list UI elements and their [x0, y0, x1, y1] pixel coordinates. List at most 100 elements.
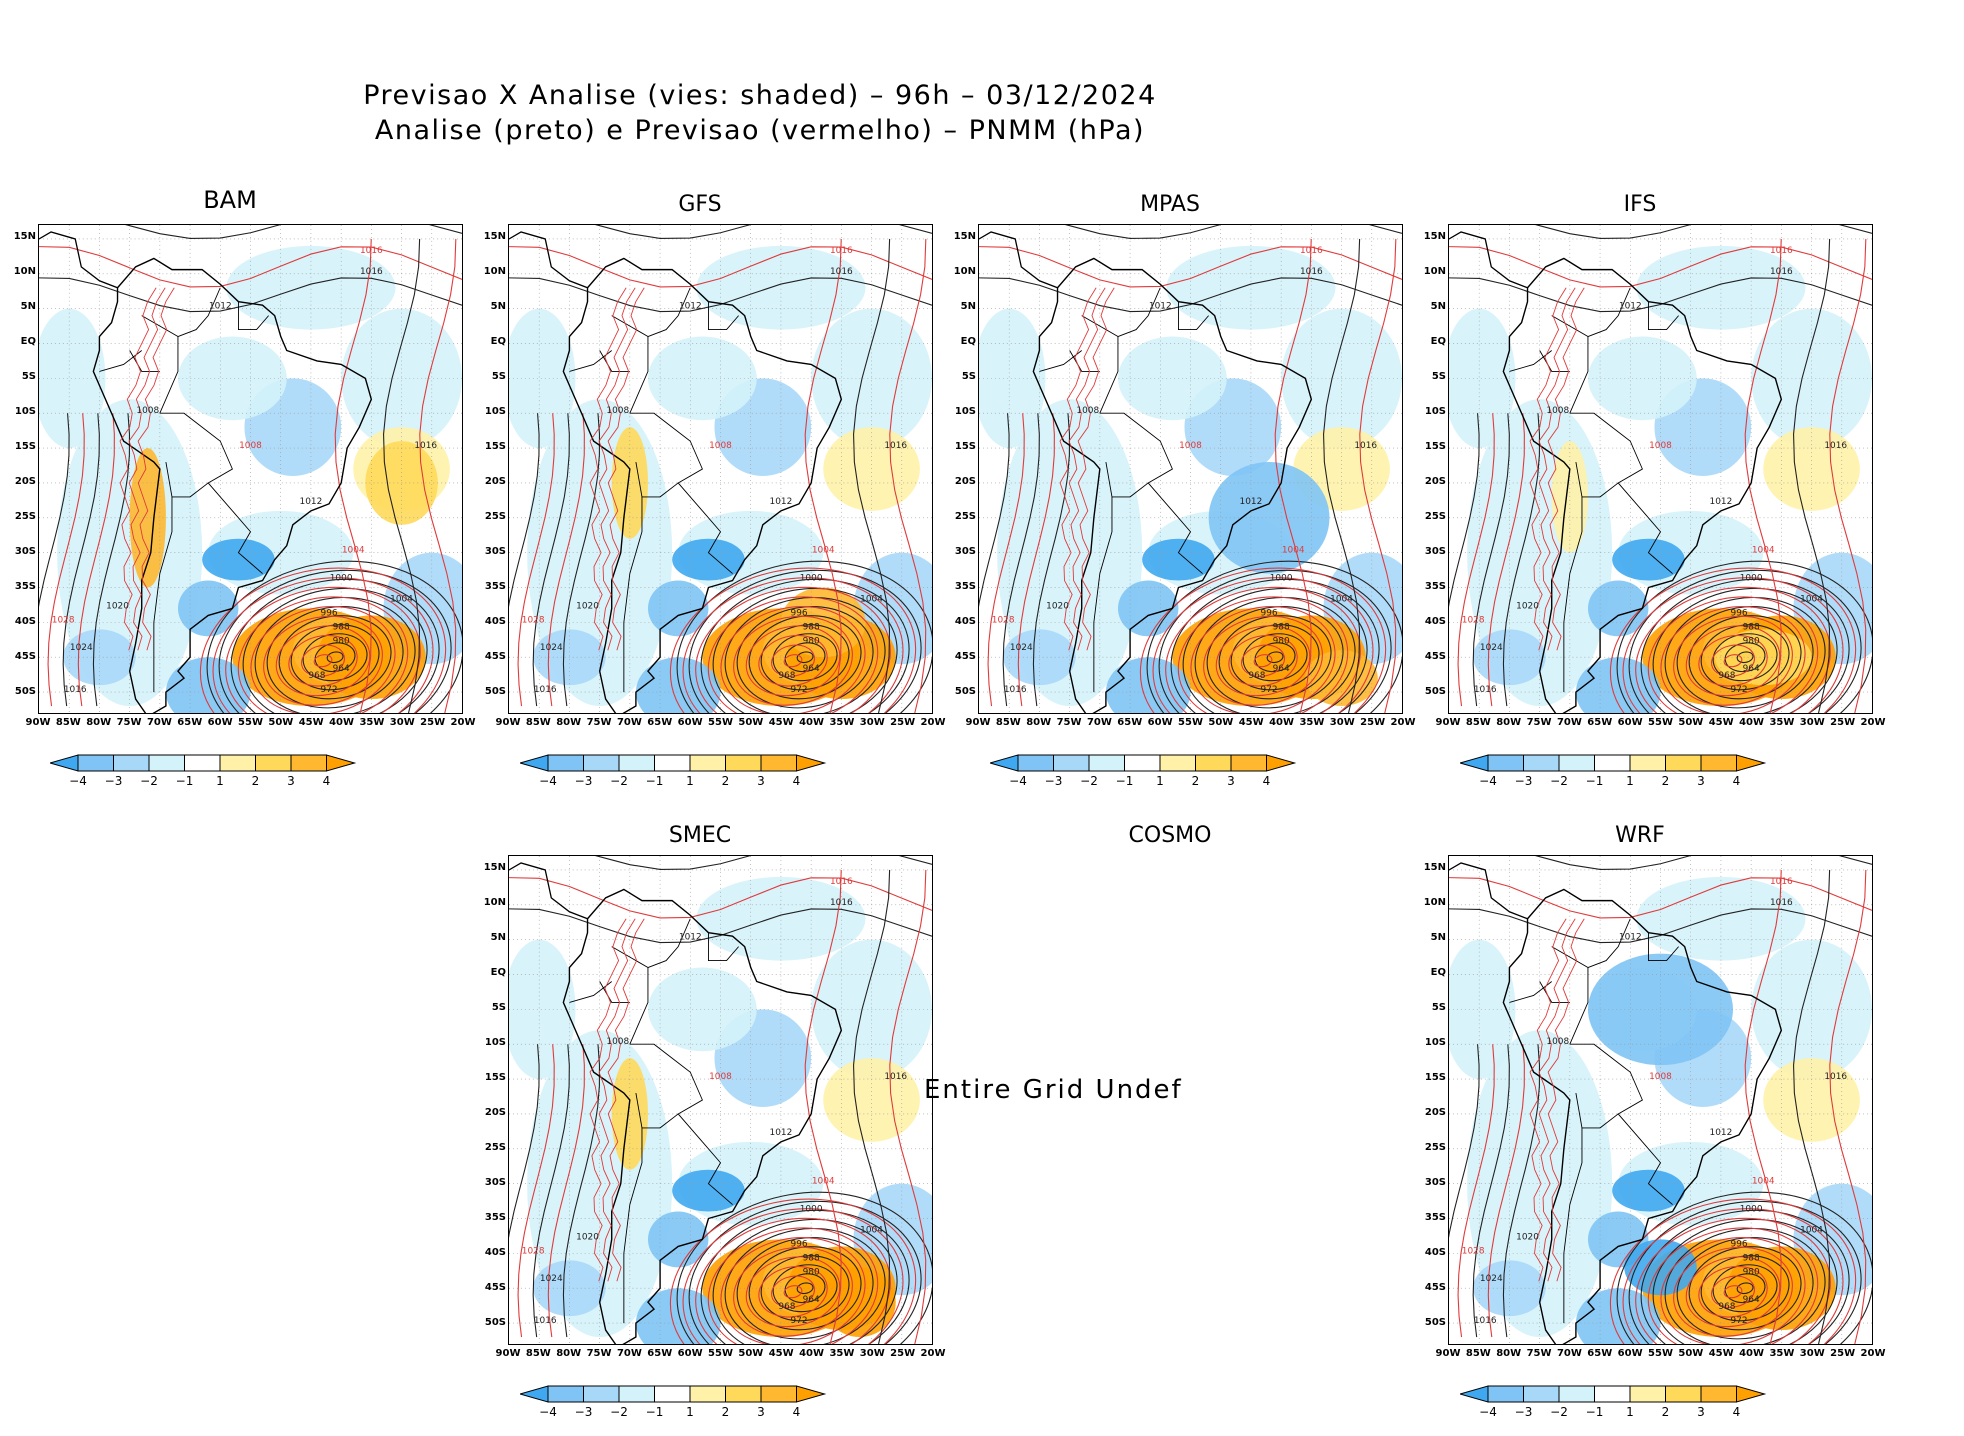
- pressure-bias-map: 1016 1016 1012 1008 1008 1012 1004 1000 996 988 98…: [979, 225, 1402, 713]
- isobar-label: 1012: [770, 497, 793, 507]
- panel-title: WRF: [1615, 823, 1665, 848]
- bias-shading: [57, 399, 203, 707]
- lat-tick-label: 20S: [1424, 1107, 1446, 1118]
- isobar-label: 1012: [1240, 497, 1263, 507]
- isobar-label: 1004: [342, 546, 365, 556]
- isobar-label: 1016: [1474, 685, 1497, 695]
- isobar-label: 1004: [812, 1177, 835, 1187]
- isobar-label: 1004: [860, 1225, 883, 1235]
- lon-tick-label: 35W: [1769, 1348, 1795, 1359]
- colorbar-label: 2: [1661, 774, 1670, 788]
- panel-wrf: WRF 15N 10N 5N EQ 5S 10S 15S 20S 25S 30S 35S 40S 45S 5…: [1410, 823, 1886, 1419]
- lon-tick-label: 45W: [1238, 717, 1264, 728]
- colorbar-label: −1: [175, 774, 194, 788]
- isobar-label: 1012: [1710, 497, 1733, 507]
- isobar-label: 1008: [1649, 441, 1672, 451]
- isobar-label: 1016: [830, 267, 853, 277]
- lon-tick-label: 35W: [1299, 717, 1325, 728]
- lat-tick-label: 10N: [13, 266, 36, 277]
- lon-tick-label: 45W: [768, 1348, 794, 1359]
- isobar-label: 1016: [1300, 267, 1323, 277]
- lat-tick-label: 30S: [1424, 546, 1446, 557]
- lat-tick-label: 25S: [1424, 1142, 1446, 1153]
- colorbar-label: −3: [574, 1405, 593, 1419]
- isobar-label: 1016: [1300, 246, 1323, 256]
- lon-tick-label: 40W: [1739, 1348, 1765, 1359]
- pressure-bias-map: 1016 1016 1012 1008 1008 1012 1004 1000 996 988 98…: [1449, 856, 1872, 1344]
- lat-tick-label: 10N: [483, 266, 506, 277]
- isobar-label: 1008: [606, 1037, 629, 1047]
- isobar-label: 1000: [800, 1205, 823, 1215]
- colorbar-label: −4: [1479, 1405, 1497, 1419]
- lat-tick-label: 10S: [1424, 1037, 1446, 1048]
- isobar-label: 972: [1731, 685, 1748, 695]
- lon-tick-label: 60W: [677, 1348, 703, 1359]
- bias-shading: [1105, 657, 1191, 713]
- colorbar-label: −1: [1115, 774, 1134, 788]
- lon-tick-label: 25W: [1830, 1348, 1856, 1359]
- lon-tick-label: 90W: [25, 717, 51, 728]
- isobar-label: 980: [1273, 636, 1290, 646]
- lon-tick-label: 90W: [495, 1348, 521, 1359]
- isobar-label: 972: [1261, 685, 1278, 695]
- lon-tick-label: 45W: [768, 717, 794, 728]
- isobar-label: 1016: [1474, 1316, 1497, 1326]
- lon-tick-label: 50W: [1678, 717, 1704, 728]
- lon-tick-label: 30W: [1799, 717, 1825, 728]
- lon-tick-label: 40W: [1269, 717, 1295, 728]
- colorbar: −4 −3 −2 −1 1 2 3 4: [520, 1383, 930, 1423]
- lon-tick-label: 30W: [1329, 717, 1355, 728]
- bias-shading: [1763, 427, 1860, 511]
- panel-title: COSMO: [1128, 823, 1212, 848]
- isobar-label: 988: [803, 1253, 820, 1263]
- colorbar-label: 1: [216, 774, 224, 788]
- isobar-label: 1008: [1649, 1072, 1672, 1082]
- lon-tick-label: 45W: [1708, 1348, 1734, 1359]
- panel-title: GFS: [678, 192, 722, 217]
- bias-shading: [1166, 245, 1336, 330]
- colorbar: −4 −3 −2 −1 1 2 3 4: [990, 752, 1400, 792]
- isobar-label: 1012: [300, 497, 323, 507]
- lat-tick-label: 20S: [14, 476, 36, 487]
- lat-tick-label: 15S: [14, 441, 36, 452]
- colorbar-label: 3: [1697, 774, 1705, 788]
- colorbar-label: −4: [1009, 774, 1027, 788]
- lat-tick-label: 15N: [1423, 231, 1446, 242]
- lat-tick-label: 10S: [484, 1037, 506, 1048]
- isobar-label: 1004: [1752, 546, 1775, 556]
- bias-shading: [1636, 876, 1806, 961]
- lat-tick-label: 40S: [1424, 616, 1446, 627]
- colorbar-label: −4: [539, 1405, 557, 1419]
- isobar-label: 1016: [884, 1072, 907, 1082]
- bias-shading: [1575, 657, 1661, 713]
- lon-tick-label: 80W: [1496, 1348, 1522, 1359]
- lon-tick-label: 50W: [1208, 717, 1234, 728]
- isobar-label: 980: [333, 636, 350, 646]
- lon-tick-label: 75W: [116, 717, 142, 728]
- colorbar-label: 2: [1661, 1405, 1670, 1419]
- lon-tick-label: 20W: [920, 717, 946, 728]
- colorbar: −4 −3 −2 −1 1 2 3 4: [1460, 1383, 1870, 1423]
- lat-tick-label: 5S: [21, 371, 36, 382]
- isobar-label: 1024: [540, 643, 563, 653]
- isobar-label: 996: [791, 608, 808, 618]
- isobar-label: 996: [1731, 608, 1748, 618]
- lat-tick-label: 5S: [961, 371, 976, 382]
- lon-tick-label: 40W: [1739, 717, 1765, 728]
- lat-tick-label: 40S: [14, 616, 36, 627]
- lon-tick-label: 90W: [1435, 1348, 1461, 1359]
- lat-tick-label: 15N: [13, 231, 36, 242]
- isobar-label: 1008: [709, 441, 732, 451]
- lat-tick-label: EQ: [960, 336, 976, 347]
- isobar-label: 972: [791, 1316, 808, 1326]
- lat-tick-label: 50S: [954, 686, 976, 697]
- lon-tick-label: 35W: [829, 1348, 855, 1359]
- lat-tick-label: 50S: [14, 686, 36, 697]
- lon-tick-label: 30W: [1799, 1348, 1825, 1359]
- isobar-label: 1024: [1010, 643, 1033, 653]
- isobar-label: 972: [321, 685, 338, 695]
- colorbar-label: 1: [686, 774, 694, 788]
- lon-tick-label: 35W: [1769, 717, 1795, 728]
- isobar-label: 1000: [800, 574, 823, 584]
- lat-tick-label: 10N: [1423, 266, 1446, 277]
